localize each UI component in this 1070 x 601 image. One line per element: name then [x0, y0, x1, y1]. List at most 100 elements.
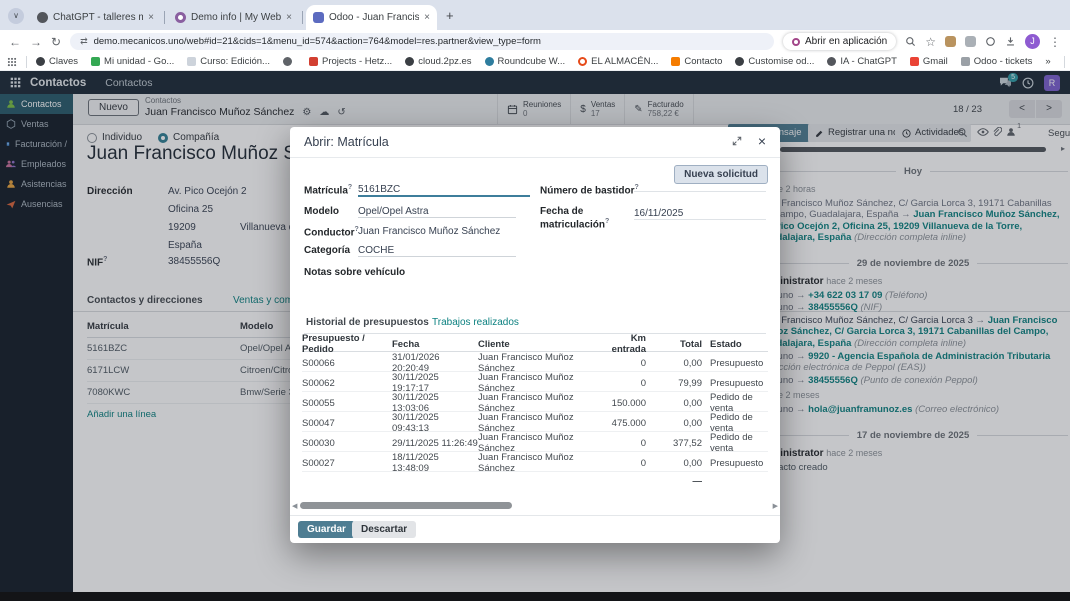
street2-field[interactable]: Oficina 25 [168, 204, 214, 215]
bookmark-claves[interactable]: Claves [36, 56, 78, 67]
bookmarks-overflow-button[interactable]: » [1045, 56, 1050, 67]
tracked-value-link[interactable]: 38455556Q [808, 302, 858, 314]
categoria-input[interactable]: COCHE [358, 245, 516, 257]
tracked-value-link[interactable]: 38455556Q [808, 374, 858, 386]
nueva-solicitud-button[interactable]: Nueva solicitud [674, 165, 768, 184]
matricula-input[interactable]: 5161BZC [358, 184, 530, 197]
add-line-link[interactable]: Añadir una línea [87, 409, 157, 420]
sidebar-item-ausencias[interactable]: Ausencias [0, 194, 73, 214]
bookmark-cloud[interactable]: cloud.2pz.es [405, 56, 472, 67]
sidebar-item-ventas[interactable]: Ventas [0, 114, 73, 134]
tab-ventas-compras[interactable]: Ventas y compras [233, 295, 313, 306]
tab-historial-presupuestos[interactable]: Historial de presupuestos [306, 317, 429, 328]
sidebar-item-empleados[interactable]: Empleados [0, 154, 73, 174]
apps-menu-icon[interactable] [10, 77, 21, 88]
menu-contactos[interactable]: Contactos [105, 76, 153, 89]
browser-tab-demo[interactable]: Demo info | My Websit × [168, 5, 299, 30]
site-info-icon[interactable]: ⇄ [80, 36, 88, 46]
browser-profile-avatar[interactable]: J [1025, 34, 1040, 49]
tab-close-icon[interactable]: × [286, 12, 292, 23]
scrollbar-thumb[interactable] [300, 502, 512, 509]
table-row[interactable]: S00062 30/11/2025 19:17:17 Juan Francisco… [302, 372, 768, 394]
table-row[interactable]: S00066 31/01/2026 20:20:49 Juan Francisco… [302, 352, 768, 374]
sidebar-item-contactos[interactable]: Contactos [0, 94, 73, 114]
browser-tab-odoo-active[interactable]: Odoo - Juan Francisco M × [306, 5, 437, 30]
back-icon[interactable]: ← [9, 34, 21, 49]
discard-button[interactable]: Descartar [352, 521, 417, 538]
user-avatar[interactable]: R [1044, 74, 1060, 91]
stat-facturado[interactable]: ✎ Facturado 758,22 € [624, 94, 694, 124]
bookmark-star-icon[interactable]: ☆ [925, 34, 936, 49]
city-field[interactable]: Villanueva de la Torre [240, 222, 336, 233]
tracked-value-link[interactable]: Juan Francisco Muñoz Sánchez, C/ Garcia … [758, 314, 1058, 349]
save-button[interactable]: Guardar [298, 521, 355, 538]
bookmark-contacto[interactable]: Contacto [671, 56, 722, 67]
contact-name-field[interactable]: Juan Francisco Muñoz Sánchez [87, 143, 358, 164]
bookmark-drive[interactable]: Mi unidad - Go... [91, 56, 174, 67]
scroll-left-icon[interactable]: ◀ [292, 503, 298, 510]
radio-compania[interactable]: Compañía [158, 132, 219, 143]
bookmark-globe[interactable] [282, 57, 296, 66]
reload-icon[interactable]: ↻ [51, 34, 62, 49]
new-tab-button[interactable]: + [446, 8, 454, 23]
extensions-puzzle-icon[interactable] [985, 36, 996, 47]
extension-icon[interactable] [965, 36, 976, 47]
undo-icon[interactable]: ↺ [337, 106, 346, 118]
country-field[interactable]: España [168, 240, 202, 251]
tab-trabajos-realizados[interactable]: Trabajos realizados [432, 317, 519, 328]
activities-clock-icon[interactable] [1022, 77, 1034, 89]
messages-icon[interactable]: 5 [999, 73, 1018, 88]
activities-button[interactable]: Actividades [895, 124, 971, 142]
table-row[interactable]: S00030 29/11/2025 11:26:49 Juan Francisco… [302, 432, 768, 454]
fecha-input[interactable]: 16/11/2025 [634, 208, 766, 220]
eye-icon[interactable] [977, 127, 989, 137]
pager-prev-button[interactable]: < [1009, 100, 1035, 118]
apps-grid-icon[interactable] [7, 57, 17, 67]
expand-icon[interactable] [732, 136, 742, 146]
bastidor-input[interactable] [634, 184, 766, 195]
email-link[interactable]: hola@juanframunoz.es [808, 403, 913, 415]
forward-icon[interactable]: → [30, 34, 42, 49]
scroll-right-icon[interactable]: ▶ [772, 503, 778, 510]
close-icon[interactable]: × [757, 133, 766, 149]
table-row[interactable]: S00047 30/11/2025 09:43:13 Juan Francisco… [302, 412, 768, 434]
modelo-input[interactable]: Opel/Opel Astra [358, 206, 516, 218]
search-icon[interactable] [905, 36, 916, 47]
new-value-link[interactable]: Juan Francisco Muñoz Sánchez, Av. Pico O… [758, 209, 1060, 244]
chatter-scrollbar-thumb[interactable] [780, 147, 1046, 152]
bookmark-odoo-tickets[interactable]: Odoo - tickets [960, 56, 1032, 67]
bookmark-almacen[interactable]: EL ALMACÉN... [578, 56, 658, 67]
new-button[interactable]: Nuevo [88, 99, 139, 116]
sidebar-item-asistencias[interactable]: Asistencias [0, 174, 73, 194]
bookmark-ia-chatgpt[interactable]: IA - ChatGPT [827, 56, 897, 67]
bookmark-roundcube[interactable]: Roundcube W... [484, 56, 565, 67]
bookmark-projects[interactable]: Projects - Hetz... [308, 56, 392, 67]
open-in-app-button[interactable]: Abrir en aplicación [782, 33, 897, 50]
pager-next-button[interactable]: > [1036, 100, 1062, 118]
tab-contactos-direcciones[interactable]: Contactos y direcciones [87, 295, 203, 306]
tab-close-icon[interactable]: × [148, 12, 154, 23]
stat-reuniones[interactable]: Reuniones 0 [497, 94, 570, 124]
breadcrumb-parent[interactable]: Contactos [145, 96, 182, 105]
tracked-value-link[interactable]: +34 622 03 17 09 [808, 289, 883, 301]
radio-individuo[interactable]: Individuo [87, 132, 142, 143]
app-name[interactable]: Contactos [30, 76, 87, 89]
stat-ventas[interactable]: $ Ventas 17 [570, 94, 624, 124]
sidebar-item-facturacion[interactable]: Facturación / [0, 134, 73, 154]
bookmark-gmail[interactable]: Gmail [909, 56, 948, 67]
modal-hscrollbar[interactable]: ◀ ▶ [292, 501, 778, 511]
tab-search-button[interactable]: ∨ [8, 8, 24, 24]
vat-field[interactable]: 38455556Q [168, 256, 221, 267]
table-row[interactable]: S00055 30/11/2025 13:03:06 Juan Francisco… [302, 392, 768, 414]
bookmark-customise[interactable]: Customise od... [735, 56, 814, 67]
followers-person-icon[interactable]: 1 [1006, 123, 1021, 137]
log-note-button[interactable]: Registrar una nota [808, 124, 914, 142]
scroll-right-icon[interactable]: ▸ [1061, 144, 1066, 153]
cloud-save-icon[interactable]: ☁ [319, 106, 330, 118]
gear-icon[interactable]: ⚙ [302, 106, 312, 118]
paperclip-icon[interactable] [992, 127, 1002, 138]
tab-close-icon[interactable]: × [424, 12, 430, 23]
zip-field[interactable]: 19209 [168, 222, 196, 233]
bookmark-curso[interactable]: Curso: Edición... [187, 56, 270, 67]
table-row[interactable]: S00027 18/11/2025 13:48:09 Juan Francisco… [302, 452, 768, 474]
